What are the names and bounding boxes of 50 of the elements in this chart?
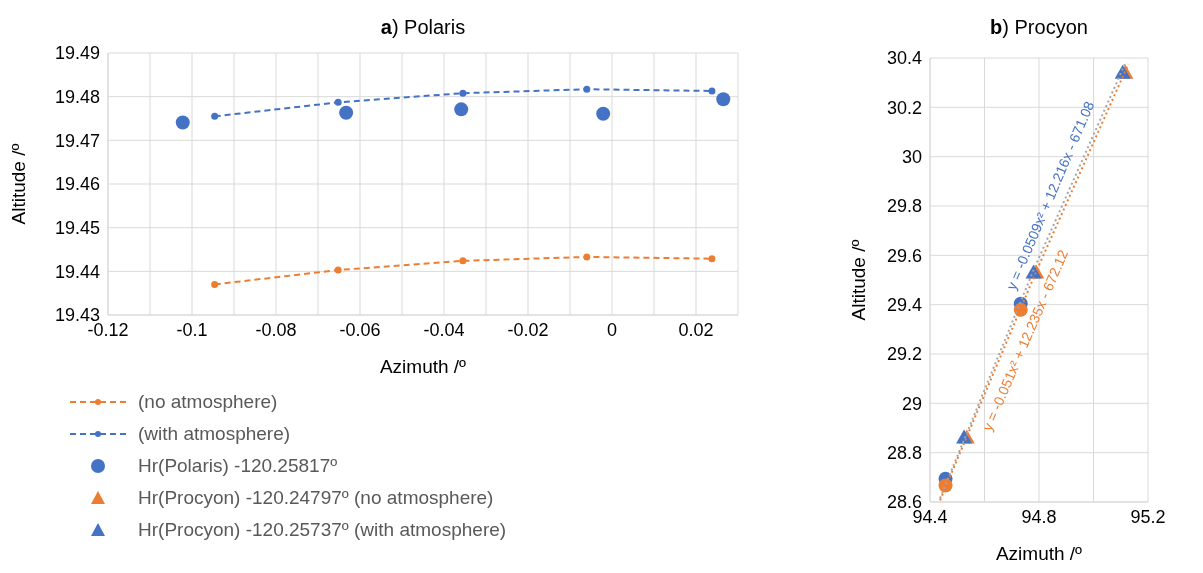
y-tick-label: 19.44 bbox=[54, 261, 100, 282]
point bbox=[583, 85, 591, 93]
point bbox=[708, 255, 716, 263]
x-tick-label: -0.06 bbox=[339, 319, 381, 340]
point bbox=[459, 89, 467, 97]
y-tick-label: 29.2 bbox=[886, 344, 922, 365]
legend-label: Hr(Polaris) -120.25817º bbox=[137, 454, 339, 478]
y-tick-label: 30.2 bbox=[886, 97, 922, 118]
text: Hr(Procyon) -120.25737º (with atmosphere) bbox=[138, 519, 507, 540]
y-tick-label: 29.6 bbox=[886, 245, 922, 266]
chart-title: a) Polaris bbox=[379, 16, 467, 39]
y-tick-label: 29.8 bbox=[886, 196, 922, 217]
point bbox=[334, 266, 342, 274]
point bbox=[583, 253, 591, 261]
y-axis-title: Altitude /º bbox=[847, 239, 869, 321]
y-tick-label: 19.48 bbox=[54, 87, 100, 108]
y-tick-label: 30.4 bbox=[886, 48, 922, 69]
point bbox=[708, 87, 716, 95]
point bbox=[339, 105, 354, 120]
y-tick-label: 19.46 bbox=[54, 174, 100, 195]
y-tick-label: 29 bbox=[901, 393, 922, 414]
x-tick-label: 0 bbox=[606, 319, 618, 340]
point bbox=[716, 92, 731, 107]
x-tick-label: 94.8 bbox=[1021, 506, 1057, 527]
legend-label: (no atmosphere) bbox=[137, 390, 279, 414]
point bbox=[175, 115, 190, 130]
x-tick-label: -0.02 bbox=[507, 319, 549, 340]
y-tick-label: 19.47 bbox=[54, 130, 100, 151]
y-tick-label: 19.49 bbox=[54, 43, 100, 64]
point bbox=[334, 98, 342, 106]
x-tick-label: -0.08 bbox=[255, 319, 297, 340]
legend-label: (with atmosphere) bbox=[137, 422, 292, 446]
point bbox=[596, 106, 611, 121]
x-tick-label: 95.2 bbox=[1130, 506, 1166, 527]
y-tick-label: 28.8 bbox=[886, 443, 922, 464]
x-axis-title: Azimuth /º bbox=[995, 543, 1083, 564]
y-tick-label: 19.45 bbox=[54, 218, 100, 239]
chart-title: b) Procyon bbox=[989, 16, 1089, 39]
y-axis-title: Altitude /º bbox=[7, 143, 29, 225]
x-axis-title: Azimuth /º bbox=[379, 356, 467, 377]
y-tick-label: 29.4 bbox=[886, 295, 922, 316]
y-tick-label: 30 bbox=[901, 147, 922, 168]
point bbox=[454, 102, 469, 117]
point bbox=[211, 280, 219, 288]
text: Hr(Procyon) -120.24797º (no atmosphere) bbox=[138, 487, 494, 508]
x-tick-label: 0.02 bbox=[678, 319, 714, 340]
point bbox=[211, 112, 219, 120]
point bbox=[459, 257, 467, 265]
x-tick-label: -0.04 bbox=[423, 319, 465, 340]
x-tick-label: -0.1 bbox=[176, 319, 208, 340]
